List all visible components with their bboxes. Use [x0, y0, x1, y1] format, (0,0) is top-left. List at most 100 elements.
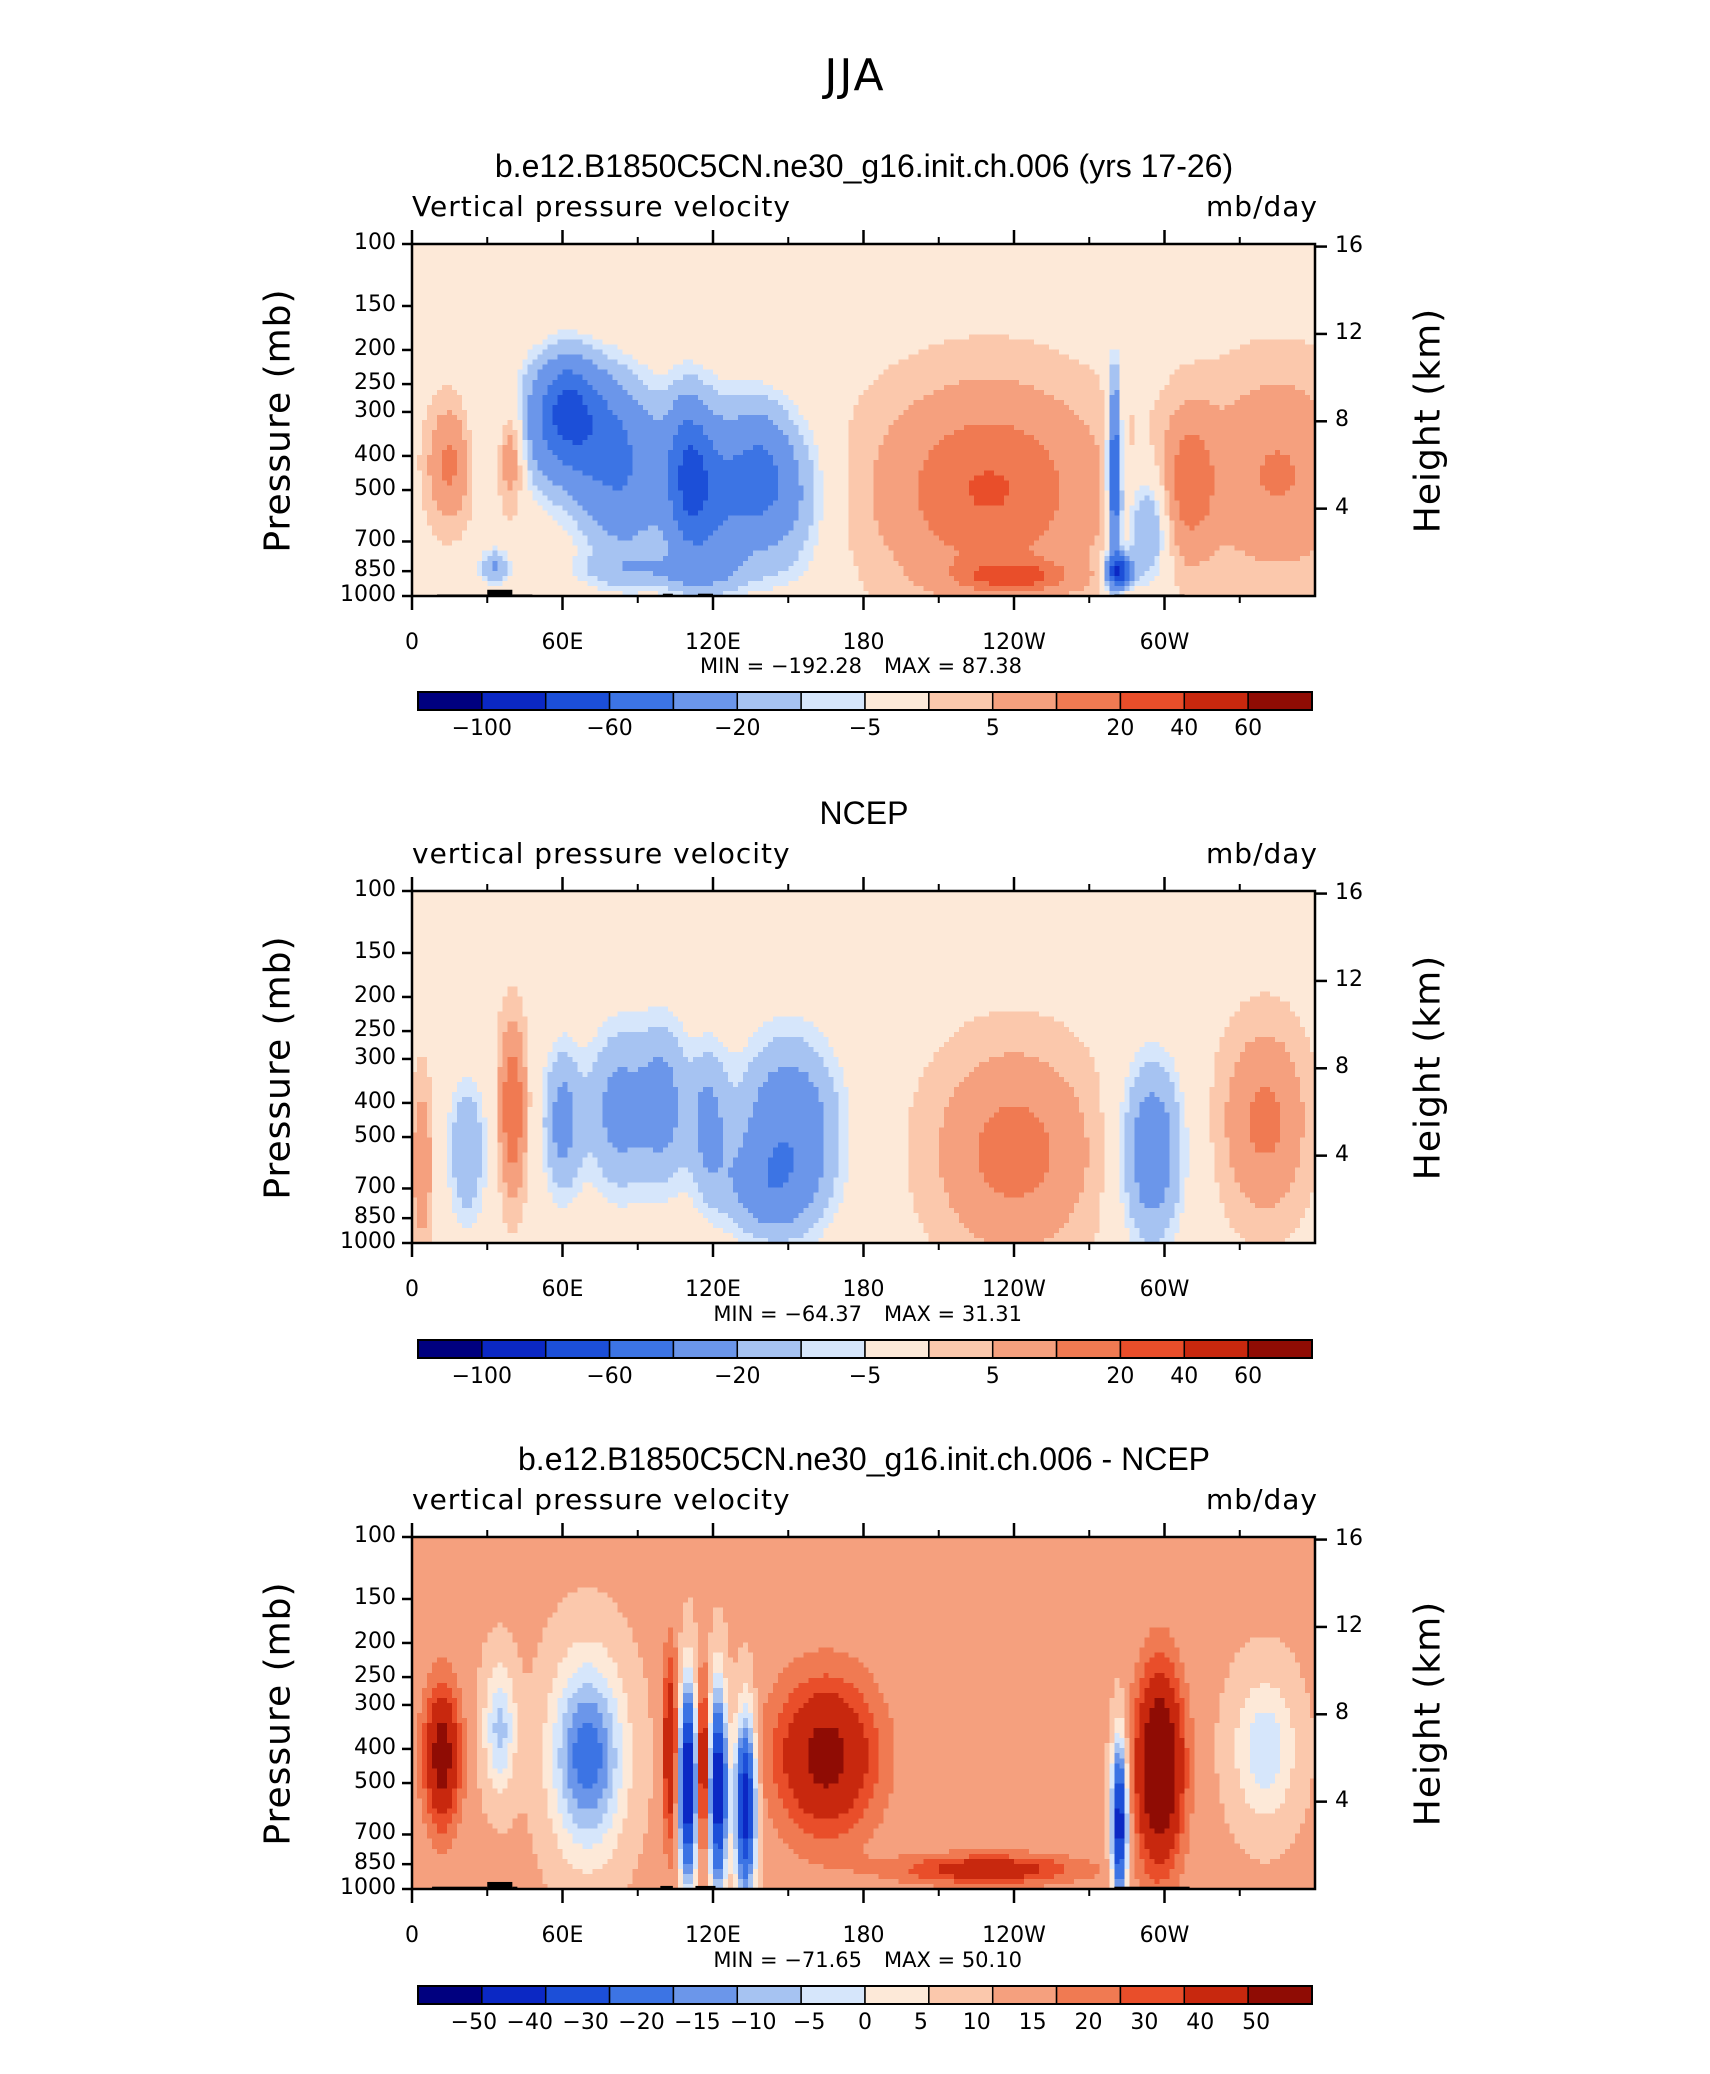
x-tick-label: 0 [405, 1923, 419, 1948]
colorbar-swatch [801, 1986, 865, 2004]
colorbar-label: 5 [986, 716, 1000, 741]
y-tick-label: 200 [354, 1629, 396, 1654]
colorbar-swatch [546, 1340, 610, 1358]
colorbar-label: 20 [1106, 1364, 1134, 1389]
y-tick-label: 500 [354, 476, 396, 501]
x-tick-label: 180 [843, 630, 885, 655]
heatmap-cells-3 [412, 1537, 1316, 1890]
y2-tick-label: 12 [1335, 1613, 1363, 1638]
topography-mask [512, 594, 532, 596]
x-tick-label: 60W [1140, 630, 1190, 655]
x-tick-label: 120E [685, 1923, 741, 1948]
x-tick-label: 0 [405, 1277, 419, 1302]
colorbar-swatch [610, 1340, 674, 1358]
right-string-3: mb/day [1206, 1483, 1318, 1516]
panel-title-3: b.e12.B1850C5CN.ne30_g16.init.ch.006 - N… [518, 1441, 1210, 1478]
colorbar-swatch [865, 692, 929, 710]
colorbar-swatch [482, 692, 546, 710]
colorbar-label: −5 [793, 2010, 825, 2035]
colorbar-label: 5 [986, 1364, 1000, 1389]
colorbar-swatch [673, 1986, 737, 2004]
y-tick-label: 100 [354, 1523, 396, 1548]
colorbar-swatch [929, 1986, 993, 2004]
y-tick-label: 150 [354, 1585, 396, 1610]
heatmap-cells-2 [412, 891, 1316, 1244]
topography-mask [660, 1886, 673, 1889]
colorbar-3 [418, 1986, 1312, 2004]
y-tick-label: 500 [354, 1123, 396, 1148]
x-tick-label: 60W [1140, 1277, 1190, 1302]
colorbar-label: 20 [1106, 716, 1134, 741]
max-value-2: MAX = 31.31 [884, 1302, 1022, 1326]
y-tick-label: 200 [354, 336, 396, 361]
y-tick-label: 700 [354, 1820, 396, 1845]
x-tick-label: 120E [685, 1277, 741, 1302]
y-tick-label: 850 [354, 1850, 396, 1875]
x-tick-label: 60W [1140, 1923, 1190, 1948]
left-string-2: vertical pressure velocity [412, 837, 791, 870]
y-tick-label: 400 [354, 442, 396, 467]
colorbar-label: −100 [452, 716, 512, 741]
x-tick-label: 120W [982, 1277, 1046, 1302]
topography-mask [698, 594, 713, 596]
colorbar-label: 40 [1186, 2010, 1214, 2035]
colorbar-label: −10 [730, 2010, 776, 2035]
y-tick-label: 500 [354, 1769, 396, 1794]
colorbar-label: −60 [586, 1364, 632, 1389]
colorbar-label: 10 [963, 2010, 991, 2035]
y-tick-label: 150 [354, 939, 396, 964]
max-value-3: MAX = 50.10 [884, 1948, 1022, 1972]
y2-tick-label: 16 [1335, 880, 1363, 905]
colorbar-label: −100 [452, 1364, 512, 1389]
plot-frame [412, 244, 1315, 596]
topography-mask [663, 594, 673, 596]
y-axis-title-3: Pressure (mb) [258, 1581, 299, 1845]
colorbar-swatch [1248, 692, 1312, 710]
colorbar-swatch [1248, 1986, 1312, 2004]
y-tick-label: 250 [354, 1017, 396, 1042]
y-tick-label: 1000 [340, 1875, 396, 1900]
topography-mask [432, 1887, 487, 1889]
y2-tick-label: 12 [1335, 320, 1363, 345]
colorbar-swatch [801, 692, 865, 710]
y-tick-label: 1000 [340, 582, 396, 607]
y2-tick-label: 12 [1335, 967, 1363, 992]
y-tick-label: 200 [354, 983, 396, 1008]
y-tick-label: 850 [354, 557, 396, 582]
plot-frame [412, 891, 1315, 1243]
panel-title-1: b.e12.B1850C5CN.ne30_g16.init.ch.006 (yr… [495, 148, 1233, 185]
min-value-3: MIN = −71.65 [713, 1948, 862, 1972]
right-string-1: mb/day [1206, 190, 1318, 223]
y2-tick-label: 8 [1335, 1700, 1349, 1725]
colorbar-swatch [1184, 1340, 1248, 1358]
y-tick-label: 850 [354, 1204, 396, 1229]
topography-mask [487, 1882, 512, 1889]
left-string-3: vertical pressure velocity [412, 1483, 791, 1516]
x-tick-label: 60E [542, 630, 584, 655]
y-tick-label: 1000 [340, 1229, 396, 1254]
colorbar-swatch [1120, 692, 1184, 710]
colorbar-swatch [610, 692, 674, 710]
colorbar-label: −20 [618, 2010, 664, 2035]
x-tick-label: 0 [405, 630, 419, 655]
y-tick-label: 150 [354, 292, 396, 317]
colorbar-swatch [1120, 1986, 1184, 2004]
colorbar-label: −5 [849, 1364, 881, 1389]
colorbar-label: 60 [1234, 716, 1262, 741]
right-string-2: mb/day [1206, 837, 1318, 870]
colorbar-label: −40 [507, 2010, 553, 2035]
min-value-2: MIN = −64.37 [713, 1302, 862, 1326]
y-tick-label: 250 [354, 370, 396, 395]
colorbar-label: 50 [1242, 2010, 1270, 2035]
figure-title: JJA [824, 50, 885, 101]
colorbar-swatch [865, 1340, 929, 1358]
colorbar-label: −20 [714, 716, 760, 741]
colorbar-2 [418, 1340, 1312, 1358]
colorbar-label: 60 [1234, 1364, 1262, 1389]
colorbar-swatch [482, 1986, 546, 2004]
colorbar-swatch [929, 1340, 993, 1358]
colorbar-swatch [418, 1986, 482, 2004]
